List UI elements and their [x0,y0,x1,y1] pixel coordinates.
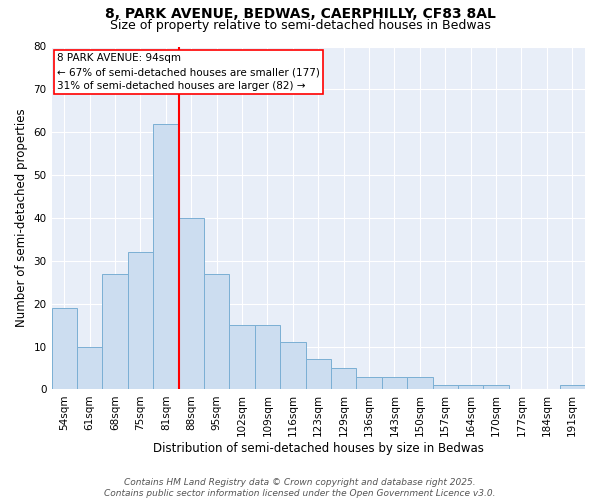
Bar [153,124,179,390]
Bar [204,274,229,390]
Text: 8, PARK AVENUE, BEDWAS, CAERPHILLY, CF83 8AL: 8, PARK AVENUE, BEDWAS, CAERPHILLY, CF83… [104,8,496,22]
Text: Size of property relative to semi-detached houses in Bedwas: Size of property relative to semi-detach… [110,19,490,32]
Bar [179,218,204,390]
Bar [77,346,103,390]
Bar [280,342,305,390]
Bar [255,325,280,390]
Bar [407,376,433,390]
Bar [458,385,484,390]
Text: 8 PARK AVENUE: 94sqm
← 67% of semi-detached houses are smaller (177)
31% of semi: 8 PARK AVENUE: 94sqm ← 67% of semi-detac… [57,54,320,92]
Bar [331,368,356,390]
Bar [305,360,331,390]
Bar [382,376,407,390]
Text: Contains HM Land Registry data © Crown copyright and database right 2025.
Contai: Contains HM Land Registry data © Crown c… [104,478,496,498]
Bar [229,325,255,390]
Bar [560,385,585,390]
Bar [433,385,458,390]
X-axis label: Distribution of semi-detached houses by size in Bedwas: Distribution of semi-detached houses by … [153,442,484,455]
Bar [128,252,153,390]
Bar [103,274,128,390]
Bar [484,385,509,390]
Y-axis label: Number of semi-detached properties: Number of semi-detached properties [15,108,28,328]
Bar [356,376,382,390]
Bar [52,308,77,390]
